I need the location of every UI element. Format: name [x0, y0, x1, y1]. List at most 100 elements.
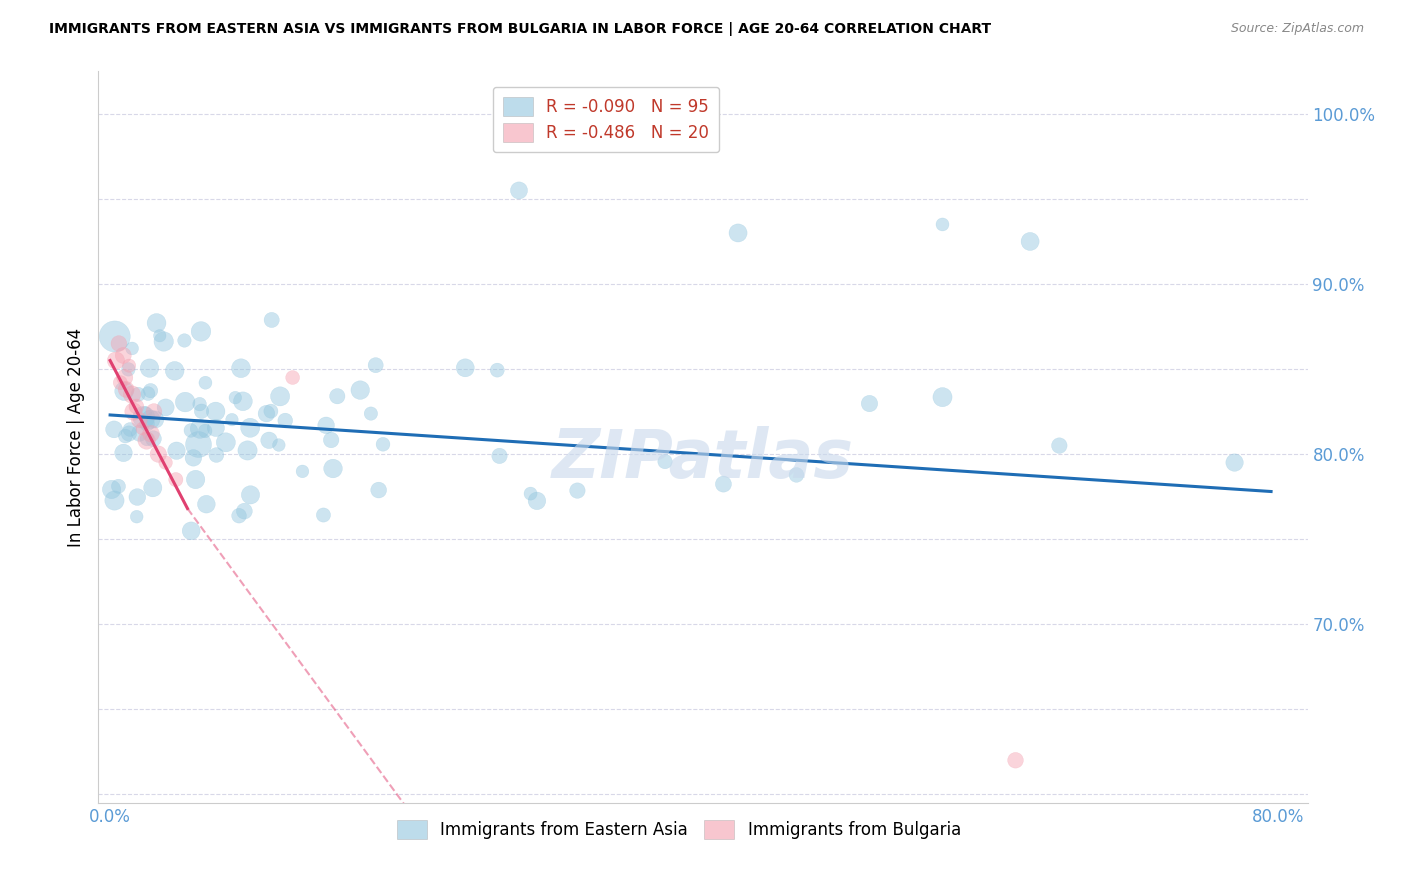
Point	[165, 473, 187, 487]
Point	[508, 183, 530, 197]
Point	[931, 218, 953, 232]
Point	[236, 443, 259, 458]
Point	[128, 413, 150, 427]
Point	[654, 454, 676, 468]
Point	[291, 464, 314, 478]
Point	[312, 508, 335, 522]
Point	[188, 397, 211, 411]
Point	[215, 435, 238, 450]
Point	[118, 426, 141, 441]
Point	[121, 342, 143, 356]
Point	[190, 404, 212, 418]
Point	[326, 389, 349, 403]
Point	[142, 404, 165, 418]
Point	[785, 467, 807, 482]
Point	[1223, 456, 1246, 470]
Point	[132, 410, 155, 425]
Point	[155, 401, 177, 415]
Point	[136, 417, 159, 431]
Point	[713, 477, 735, 491]
Point	[187, 437, 209, 451]
Point	[205, 448, 228, 462]
Point	[221, 412, 243, 426]
Point	[112, 384, 135, 399]
Point	[224, 391, 246, 405]
Text: IMMIGRANTS FROM EASTERN ASIA VS IMMIGRANTS FROM BULGARIA IN LABOR FORCE | AGE 20: IMMIGRANTS FROM EASTERN ASIA VS IMMIGRAN…	[49, 22, 991, 37]
Point	[142, 481, 165, 495]
Point	[228, 508, 250, 523]
Point	[267, 438, 290, 452]
Point	[104, 329, 127, 343]
Point	[321, 433, 343, 447]
Point	[122, 404, 145, 418]
Text: ZIPatlas: ZIPatlas	[553, 426, 853, 492]
Point	[100, 483, 122, 497]
Point	[121, 387, 143, 401]
Point	[486, 363, 509, 377]
Point	[114, 370, 136, 384]
Point	[349, 383, 371, 397]
Point	[166, 443, 188, 458]
Point	[163, 364, 186, 378]
Point	[103, 422, 125, 436]
Point	[107, 479, 129, 493]
Point	[110, 376, 132, 390]
Point	[281, 370, 304, 384]
Point	[315, 418, 337, 433]
Point	[232, 394, 254, 409]
Point	[184, 473, 207, 487]
Point	[112, 446, 135, 460]
Point	[139, 384, 162, 398]
Point	[149, 328, 172, 343]
Point	[152, 334, 174, 349]
Point	[180, 424, 202, 438]
Point	[134, 406, 156, 420]
Point	[257, 434, 280, 448]
Point	[183, 450, 205, 465]
Point	[190, 325, 212, 339]
Point	[194, 376, 217, 390]
Point	[931, 390, 953, 404]
Point	[205, 421, 228, 435]
Point	[188, 422, 211, 436]
Point	[180, 524, 202, 538]
Point	[239, 421, 262, 435]
Point	[274, 413, 297, 427]
Point	[115, 383, 138, 397]
Point	[103, 493, 125, 508]
Point	[114, 429, 136, 443]
Point	[135, 434, 157, 448]
Point	[519, 486, 541, 500]
Legend: Immigrants from Eastern Asia, Immigrants from Bulgaria: Immigrants from Eastern Asia, Immigrants…	[389, 814, 967, 846]
Point	[727, 226, 749, 240]
Point	[108, 336, 131, 351]
Point	[269, 389, 291, 403]
Point	[155, 456, 177, 470]
Point	[138, 361, 160, 376]
Point	[148, 447, 170, 461]
Point	[488, 449, 510, 463]
Point	[136, 386, 159, 401]
Point	[1047, 439, 1070, 453]
Point	[117, 362, 139, 376]
Point	[364, 358, 387, 372]
Point	[1019, 235, 1042, 249]
Point	[127, 490, 149, 504]
Point	[125, 400, 148, 414]
Point	[127, 387, 149, 401]
Point	[229, 361, 252, 376]
Point	[194, 424, 217, 438]
Point	[233, 504, 256, 518]
Point	[174, 395, 197, 409]
Point	[1004, 753, 1026, 767]
Point	[260, 404, 283, 418]
Point	[858, 396, 880, 410]
Point	[139, 412, 162, 426]
Point	[145, 316, 167, 330]
Point	[260, 313, 283, 327]
Point	[367, 483, 389, 497]
Point	[526, 494, 548, 508]
Point	[143, 412, 166, 426]
Point	[371, 437, 394, 451]
Point	[195, 497, 218, 511]
